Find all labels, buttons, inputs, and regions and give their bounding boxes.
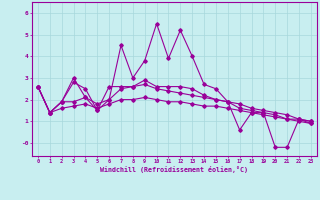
X-axis label: Windchill (Refroidissement éolien,°C): Windchill (Refroidissement éolien,°C)	[100, 166, 248, 173]
